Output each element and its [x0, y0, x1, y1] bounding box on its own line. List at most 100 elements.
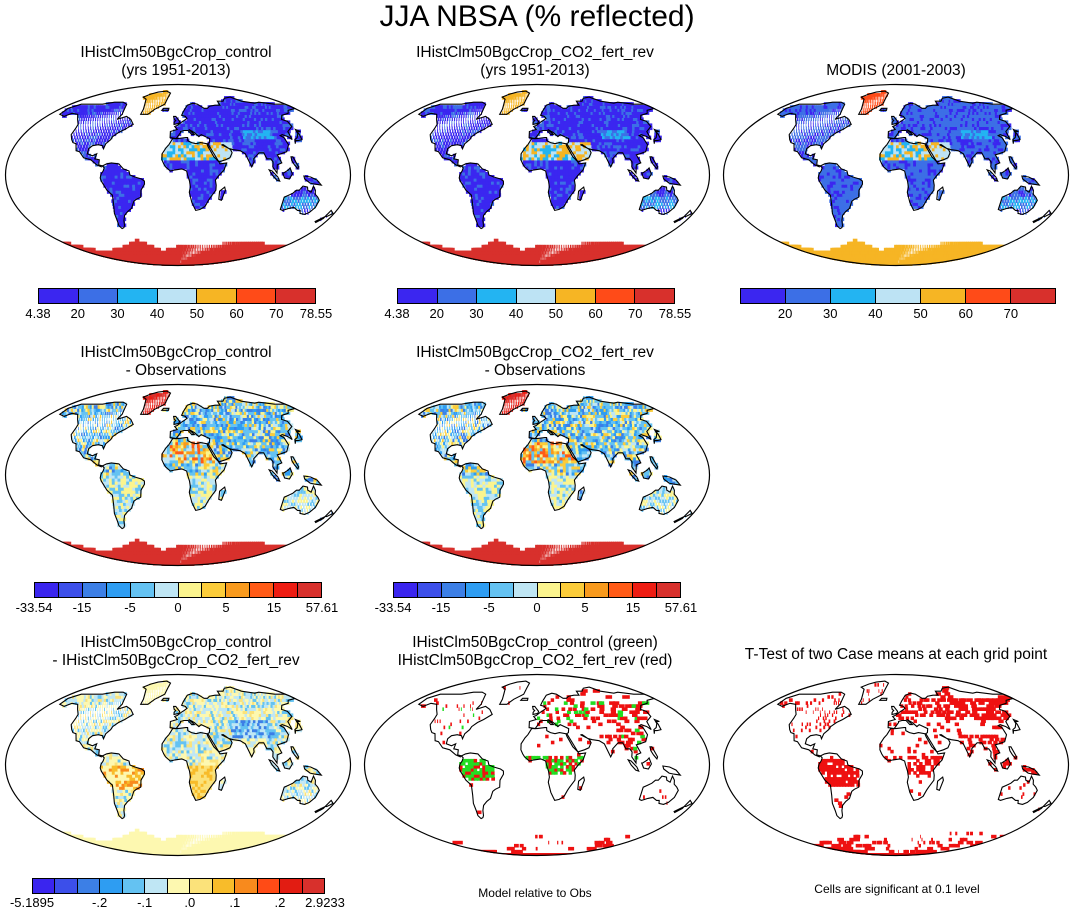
colorbar-tick-label: 0 [174, 600, 182, 615]
colorbar-tick-label: .2 [274, 895, 286, 910]
colorbar-swatch [274, 583, 299, 597]
colorbar-tick-label: -15 [431, 600, 451, 615]
panel-title-line-1: IHistClm50BgcCrop_control [80, 44, 272, 61]
panel-title-line-1: IHistClm50BgcCrop_control (green) [412, 634, 658, 651]
panel-title-case-difference: IHistClm50BgcCrop_control - IHistClm50Bg… [0, 634, 366, 670]
panel-title-line-1: IHistClm50BgcCrop_CO2_fert_rev [416, 44, 654, 61]
colorbar-tick-label: -.2 [92, 895, 108, 910]
colorbar-tick-label: 57.61 [305, 600, 339, 615]
colorbar-tick-label: -.1 [137, 895, 153, 910]
map-control-minus-obs [4, 383, 352, 567]
colorbar-swatch [298, 583, 322, 597]
panel-title-control: IHistClm50BgcCrop_control (yrs 1951-2013… [0, 44, 366, 80]
colorbar-swatch [417, 583, 442, 597]
colorbar-tick-label: -5 [124, 600, 136, 615]
coastlines [776, 90, 1052, 230]
colorbar-tick-label: 70 [269, 306, 284, 321]
colorbar-tick-label: 78.55 [658, 306, 692, 321]
colorbar-co2-minus-obs [393, 582, 681, 598]
panel-title-line-2: (yrs 1951-2013) [480, 62, 590, 79]
colorbar-swatch [78, 289, 119, 303]
colorbar-swatch [477, 289, 517, 303]
colorbar-swatch [489, 583, 514, 597]
map-border [4, 383, 352, 567]
colorbar-co2-fert-rev [397, 288, 675, 304]
colorbar-swatch [876, 289, 921, 303]
map-co2-minus-obs [363, 383, 711, 567]
map-border [363, 673, 711, 857]
panel-title-line-1: T-Test of two Case means at each grid po… [744, 646, 1048, 663]
colorbar-tick-label: 30 [469, 306, 484, 321]
colorbar-tick-label: 60 [958, 306, 973, 321]
map-border [363, 383, 711, 567]
colorbar-tick-label: 4.38 [25, 306, 51, 321]
colorbar-swatch [1011, 289, 1055, 303]
colorbar-modis [740, 288, 1056, 304]
map-border [4, 83, 352, 267]
panel-title-line-1: IHistClm50BgcCrop_control [80, 634, 272, 651]
panel-title-line-1: IHistClm50BgcCrop_CO2_fert_rev [416, 344, 654, 361]
colorbar-tick-label: 40 [868, 306, 883, 321]
map-border [363, 83, 711, 267]
colorbar-tick-label: -5.1895 [9, 895, 55, 910]
colorbar-tick-label: -33.54 [15, 600, 53, 615]
colorbar-swatch [55, 879, 78, 893]
colorbar-swatch [145, 879, 168, 893]
panel-title-line-1: MODIS (2001-2003) [826, 62, 966, 79]
colorbar-tick-label: 15 [266, 600, 282, 615]
map-border [722, 83, 1070, 267]
colorbar-tick-label: 60 [229, 306, 244, 321]
colorbar-tick-label: 40 [508, 306, 524, 321]
colorbar-swatch [33, 879, 56, 893]
colorbar-swatch [280, 879, 303, 893]
colorbar-tick-label: 60 [588, 306, 603, 321]
colorbar-tick-label: 57.61 [664, 600, 698, 615]
colorbar-tick-label: 5 [581, 600, 589, 615]
colorbar-swatch [516, 289, 557, 303]
colorbar-swatch [236, 289, 277, 303]
colorbar-swatch [394, 583, 418, 597]
colorbar-tick-label: -5 [483, 600, 495, 615]
colorbar-swatch [609, 583, 634, 597]
colorbar-swatch [786, 289, 831, 303]
map-grid-cells [60, 90, 332, 266]
coastlines [58, 90, 334, 230]
colorbar-swatch [58, 583, 83, 597]
colorbar-swatch [398, 289, 438, 303]
colorbar-swatch [106, 583, 131, 597]
colorbar-tick-label: 50 [913, 306, 928, 321]
colorbar-tick-label: -15 [72, 600, 92, 615]
map-case-difference [4, 673, 352, 857]
colorbar-swatch [35, 583, 59, 597]
map-grid-cells [419, 390, 691, 566]
colorbar-swatch [250, 583, 275, 597]
colorbar-swatch [212, 879, 236, 893]
colorbar-swatch [122, 879, 146, 893]
note-model-relative: Model relative to Obs [478, 886, 592, 900]
colorbar-swatch [130, 583, 155, 597]
colorbar-swatch [190, 879, 213, 893]
colorbar-tick-label: 2.9233 [305, 895, 345, 910]
colorbar-tick-label: 40 [149, 306, 165, 321]
map-grid-cells [419, 90, 691, 266]
colorbar-swatch [302, 879, 325, 893]
figure-title: JJA NBSA (% reflected) [379, 0, 695, 33]
panel-title-model-relative: IHistClm50BgcCrop_control (green) IHistC… [345, 634, 725, 670]
map-border [722, 673, 1070, 857]
panel-title-co2-minus-obs: IHistClm50BgcCrop_CO2_fert_rev - Observa… [345, 344, 725, 380]
colorbar-swatch [178, 583, 203, 597]
colorbar-tick-label: 70 [628, 306, 643, 321]
colorbar-tick-label: 15 [625, 600, 641, 615]
colorbar-swatch [633, 583, 658, 597]
colorbar-swatch [465, 583, 490, 597]
panel-title-line-2: - IHistClm50BgcCrop_CO2_fert_rev [52, 652, 300, 669]
colorbar-tick-label: 30 [110, 306, 125, 321]
colorbar-swatch [226, 583, 251, 597]
note-significance: Cells are significant at 0.1 level [814, 882, 980, 896]
colorbar-swatch [513, 583, 538, 597]
colorbar-swatch [197, 289, 237, 303]
colorbar-swatch [437, 289, 478, 303]
panel-title-modis: MODIS (2001-2003) [706, 62, 1074, 80]
colorbar-tick-label: 30 [823, 306, 838, 321]
colorbar-swatch [77, 879, 101, 893]
